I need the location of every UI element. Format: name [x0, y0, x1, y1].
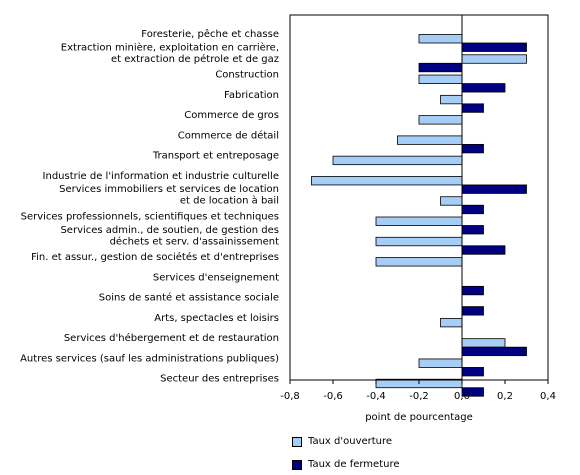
category-label-0: Foresterie, pêche et chasse	[141, 28, 279, 40]
bar-fermeture-5	[461, 143, 484, 154]
x-axis: -0,8 -0,6 -0,4 -0,2 0,0 0,2 0,4	[280, 14, 556, 402]
bar-fermeture-12	[461, 285, 484, 296]
bar-ouverture-9	[375, 216, 463, 226]
legend-item-ouverture: Taux d'ouverture	[292, 436, 392, 447]
category-label-3: Fabrication	[224, 90, 279, 101]
category-label-6: Transport et entreposage	[152, 151, 279, 162]
bar-fermeture-2	[461, 83, 506, 93]
bar-ouverture-14	[440, 317, 463, 328]
x-tick-label-0: -0,8	[280, 391, 300, 402]
category-label-16: Autres services (sauf les administration…	[20, 353, 279, 364]
bar-ouverture-5	[397, 135, 463, 145]
bar-fermeture-9	[461, 225, 484, 235]
category-label-1: Extraction minière, exploitation en carr…	[61, 41, 279, 65]
bar-fermeture-3	[461, 103, 484, 113]
category-label-15: Services d'hébergement et de restauratio…	[64, 332, 279, 344]
x-tick-label-6: 0,4	[540, 391, 556, 402]
bar-ouverture-2	[418, 74, 463, 84]
bar-fermeture-8	[461, 204, 484, 215]
category-label-17: Secteur des entreprises	[160, 374, 279, 385]
bar-ouverture-7	[311, 176, 463, 186]
bar-fermeture-16	[461, 367, 484, 377]
category-label-10: Services admin., de soutien, de gestion …	[60, 225, 279, 248]
x-tick-label-1: -0,6	[323, 391, 343, 402]
bar-ouverture-15	[461, 338, 506, 348]
bar-ouverture-6	[332, 155, 463, 166]
x-tick-label-3: -0,2	[409, 391, 429, 402]
x-axis-label: point de pourcentage	[365, 412, 473, 423]
legend-swatch-fermeture	[292, 459, 302, 470]
legend-label-fermeture: Taux de fermeture	[308, 459, 400, 470]
x-tick-label-4: 0,0	[454, 391, 470, 402]
bar-ouverture-8	[440, 196, 463, 206]
category-label-12: Services d'enseignement	[153, 272, 279, 283]
bar-fermeture-10	[461, 245, 506, 255]
bars	[311, 34, 527, 397]
bar-ouverture-11	[375, 257, 463, 267]
bar-ouverture-4	[418, 115, 463, 125]
legend-item-fermeture: Taux de fermeture	[292, 459, 400, 470]
bar-fermeture-1	[418, 62, 463, 73]
bar-ouverture-16	[418, 358, 463, 368]
bar-ouverture-1	[461, 54, 527, 64]
category-label-2: Construction	[215, 70, 279, 81]
bar-fermeture-17	[461, 387, 484, 397]
x-tick-label-2: -0,4	[366, 391, 386, 402]
bar-fermeture-0	[461, 42, 527, 52]
x-tick-label-5: 0,2	[497, 391, 513, 402]
legend-label-ouverture: Taux d'ouverture	[308, 436, 393, 447]
legend-swatch-ouverture	[292, 436, 302, 447]
bar-ouverture-10	[375, 236, 463, 247]
category-label-7: Industrie de l'information et industrie …	[43, 171, 279, 182]
category-label-4: Commerce de gros	[184, 110, 279, 121]
bar-fermeture-13	[461, 306, 484, 316]
category-label-14: Arts, spectacles et loisirs	[154, 313, 279, 324]
bar-fermeture-7	[461, 184, 527, 194]
category-label-11: Fin. et assur., gestion de sociétés et d…	[31, 251, 279, 263]
bar-fermeture-15	[461, 346, 527, 357]
bar-ouverture-0	[418, 34, 463, 44]
category-label-13: Soins de santé et assistance sociale	[99, 292, 279, 304]
category-label-8: Services immobiliers et services de loca…	[59, 184, 279, 207]
category-label-5: Commerce de détail	[178, 129, 279, 141]
bar-ouverture-3	[440, 94, 463, 105]
category-label-9: Services professionnels, scientifiques e…	[21, 212, 279, 223]
